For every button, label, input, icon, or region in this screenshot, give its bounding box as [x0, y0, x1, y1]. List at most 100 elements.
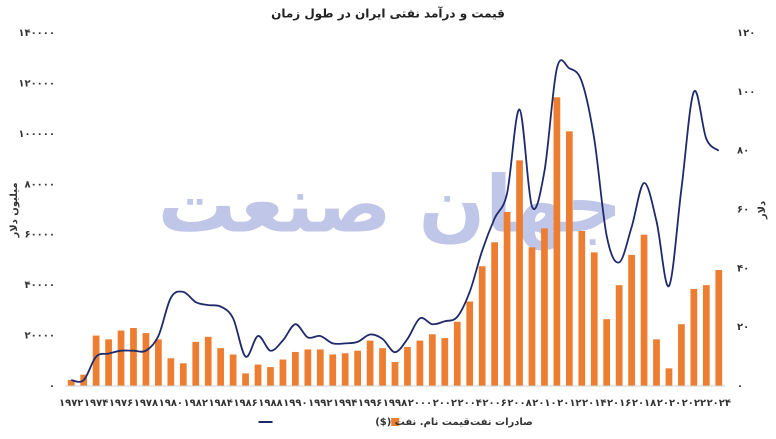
- bar: [204, 336, 212, 386]
- x-tick-label: ۲۰۱۲: [557, 398, 581, 409]
- x-tick-label: ۱۹۹۲: [308, 398, 332, 409]
- bar: [155, 339, 162, 386]
- bar: [217, 348, 225, 386]
- y-tick-label: ۸۰۰۰۰: [24, 179, 55, 190]
- bar: [254, 364, 262, 386]
- bar: [379, 348, 386, 386]
- bar: [690, 288, 698, 386]
- x-tick-label: ۲۰۱۰: [532, 398, 556, 409]
- bar: [391, 362, 399, 386]
- y2-tick-label: ۰: [737, 381, 743, 392]
- line: [71, 59, 720, 383]
- x-tick-label: ۱۹۷۸: [134, 398, 158, 409]
- bar: [304, 349, 312, 386]
- bar: [167, 358, 175, 386]
- x-tick-label: ۲۰۱۶: [607, 398, 631, 409]
- x-tick-label: ۱۹۹۶: [358, 398, 382, 409]
- x-tick-label: ۲۰۲۰: [657, 398, 681, 409]
- x-tick-label: ۲۰۱۴: [582, 398, 606, 409]
- bar: [279, 359, 287, 386]
- legend-label: صادرات نفت: [470, 417, 533, 428]
- y2-tick-label: ۱۰۰: [737, 87, 755, 98]
- y-tick-label: ۶۰۰۰۰: [24, 230, 55, 241]
- y-tick-label: ۰: [49, 381, 55, 392]
- bar: [565, 131, 573, 386]
- bar: [503, 212, 511, 386]
- bar: [366, 340, 374, 386]
- x-tick-label: ۱۹۸۴: [208, 398, 232, 409]
- bar: [665, 368, 673, 386]
- x-tick-label: ۱۹۷۶: [109, 398, 133, 409]
- y2-tick-label: ۸۰: [737, 146, 749, 157]
- bar: [105, 339, 112, 386]
- bar: [192, 341, 200, 386]
- x-tick-label: ۲۰۰۶: [482, 398, 506, 409]
- y2-tick-label: ۱۲۰: [737, 28, 755, 39]
- x-tick-label: ۲۰۱۸: [632, 398, 656, 409]
- bar: [441, 338, 449, 386]
- bar: [341, 353, 349, 386]
- bar: [615, 285, 623, 386]
- legend-label: قیمت نام. نفت ($): [375, 417, 470, 428]
- y-axis-title: میلیون دلار: [9, 182, 20, 238]
- x-tick-label: ۲۰۲۲: [682, 398, 706, 409]
- bar: [142, 333, 150, 386]
- y-tick-label: ۱۴۰۰۰۰: [18, 28, 55, 39]
- bar: [640, 234, 648, 386]
- y-tick-label: ۲۰۰۰۰: [24, 331, 55, 342]
- bar: [117, 330, 125, 386]
- bar: [242, 373, 249, 386]
- bar: [516, 160, 523, 386]
- y2-tick-label: ۶۰: [737, 205, 749, 216]
- bar: [354, 350, 362, 386]
- bar: [678, 324, 685, 386]
- legend-swatch: [391, 418, 400, 426]
- x-tick-label: ۲۰۲۴: [707, 398, 731, 409]
- chart-title: قیمت و درآمد نفتی ایران در طول زمان: [271, 6, 505, 22]
- bar: [541, 228, 548, 386]
- bar: [466, 301, 474, 386]
- bar: [528, 247, 536, 386]
- watermark: جهان صنعت: [158, 160, 623, 250]
- x-tick-label: ۱۹۸۲: [184, 398, 208, 409]
- bar: [590, 252, 598, 386]
- bar: [553, 97, 561, 387]
- x-tick-label: ۱۹۸۶: [233, 398, 257, 409]
- bar: [578, 230, 586, 386]
- bar: [416, 340, 424, 386]
- bar: [292, 351, 299, 386]
- x-tick-label: ۲۰۰۲: [433, 398, 457, 409]
- x-tick-label: ۱۹۹۴: [333, 398, 357, 409]
- bar: [478, 266, 486, 386]
- x-tick-label: ۱۹۸۰: [159, 398, 183, 409]
- y2-tick-label: ۲۰: [737, 322, 749, 333]
- x-tick-label: ۱۹۷۲: [59, 398, 83, 409]
- bar: [653, 339, 660, 386]
- bar: [603, 319, 611, 386]
- x-tick-label: ۲۰۰۸: [507, 398, 531, 409]
- bar: [404, 346, 411, 386]
- bar: [329, 354, 337, 386]
- y-tick-label: ۱۰۰۰۰۰: [18, 129, 55, 140]
- x-tick-label: ۱۹۷۴: [84, 398, 108, 409]
- bar: [229, 354, 237, 386]
- y-tick-label: ۴۰۰۰۰: [24, 280, 55, 291]
- x-tick-label: ۲۰۰۴: [458, 398, 482, 409]
- bar: [267, 367, 274, 386]
- bar: [715, 270, 723, 386]
- bar: [491, 242, 498, 386]
- y2-axis-title: دلار: [757, 201, 768, 220]
- bar: [453, 321, 461, 386]
- y2-tick-label: ۴۰: [737, 263, 749, 274]
- x-tick-label: ۱۹۸۸: [258, 398, 282, 409]
- bar: [92, 335, 100, 386]
- y-tick-label: ۱۲۰۰۰۰: [18, 78, 55, 89]
- x-tick-label: ۱۹۹۰: [283, 398, 307, 409]
- bar: [179, 363, 187, 386]
- bar: [316, 349, 324, 386]
- bar: [428, 334, 436, 386]
- bar: [628, 254, 635, 386]
- x-tick-label: ۱۹۹۸: [383, 398, 407, 409]
- bar: [67, 379, 75, 386]
